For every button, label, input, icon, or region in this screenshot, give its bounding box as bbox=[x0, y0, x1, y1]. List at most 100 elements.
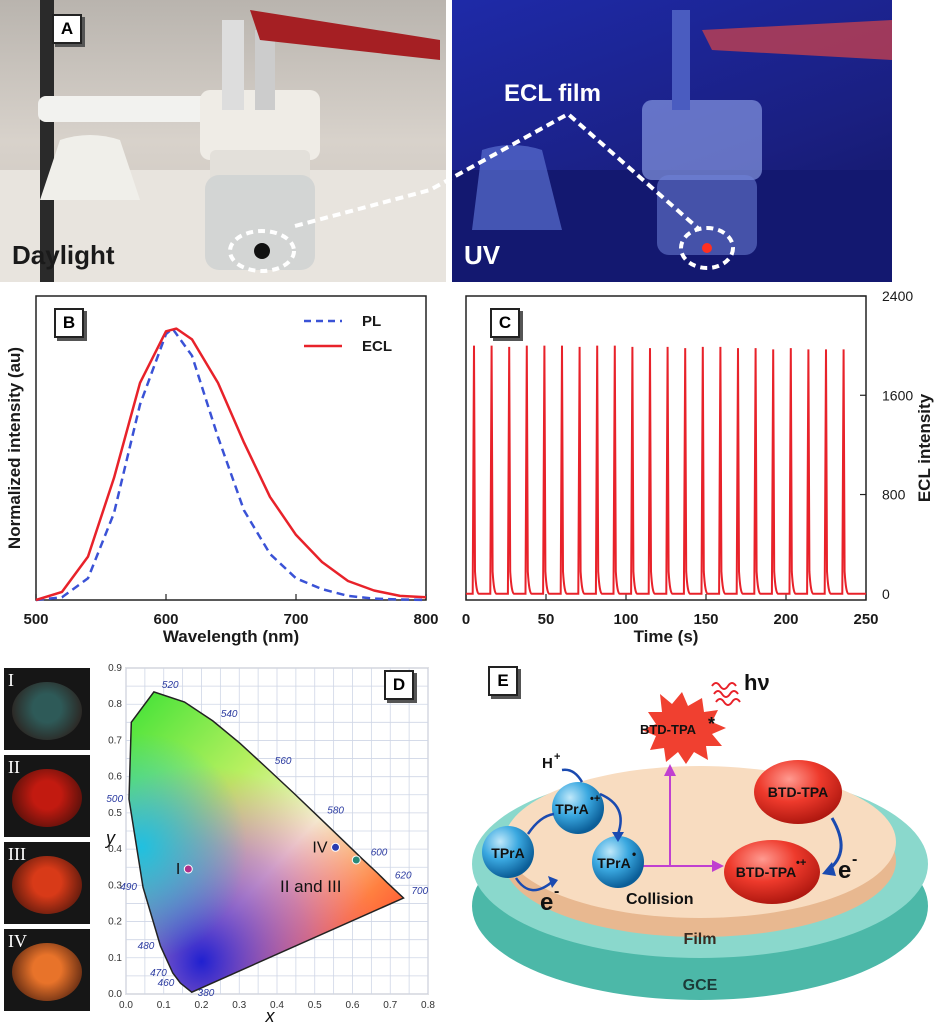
ecl-x-tick-label: 100 bbox=[613, 611, 638, 628]
cie-wavelength-label: 500 bbox=[106, 794, 123, 805]
tpra-arrowhead-1 bbox=[548, 876, 558, 888]
cie-group-label: II and III bbox=[280, 877, 341, 896]
sample-swatch: I bbox=[4, 668, 90, 750]
panel-letter-a: A bbox=[52, 14, 82, 44]
legend-pl-label: PL bbox=[362, 313, 381, 330]
panel-letter-b: B bbox=[54, 308, 84, 338]
cie-x-axis-label: x bbox=[265, 1006, 276, 1026]
collision-arrowhead-right bbox=[712, 860, 724, 872]
cie-point-label: IV bbox=[312, 839, 327, 856]
cie-wavelength-label: 620 bbox=[395, 870, 412, 881]
excited-state-label: BTD-TPA bbox=[640, 722, 697, 737]
cie-x-tick-label: 0.6 bbox=[346, 1000, 360, 1011]
ecl-x-tick-label: 200 bbox=[773, 611, 798, 628]
btd-tpa-ball bbox=[754, 760, 842, 824]
spectrum-series-ecl bbox=[35, 327, 427, 602]
cie-wavelength-label: 520 bbox=[162, 680, 179, 691]
collision-label: Collision bbox=[626, 891, 694, 908]
ecl-x-tick-label: 250 bbox=[853, 611, 878, 628]
electron-left-label: e bbox=[540, 889, 553, 916]
btd-tpa-label: BTD-TPA bbox=[768, 784, 828, 800]
tpra-label: TPrA bbox=[491, 845, 524, 861]
spectral-locus bbox=[128, 691, 405, 994]
daylight-apparatus bbox=[0, 0, 446, 282]
electron-right-label: e bbox=[838, 857, 851, 884]
ecl-plot-area bbox=[465, 295, 867, 601]
ecl-pulse-trace bbox=[466, 345, 866, 595]
tpra-radical-cation-sup: •+ bbox=[590, 793, 600, 805]
uv-apparatus bbox=[452, 10, 892, 282]
spectrum-chart: 500 600 700 800 Normalized intensity (au) W… bbox=[5, 295, 439, 646]
ecl-y-axis-label: ECL intensity bbox=[915, 393, 934, 502]
cie-y-tick-label: 0.7 bbox=[108, 735, 122, 746]
sample-swatch: III bbox=[4, 842, 90, 924]
btd-tpa-cation-ball bbox=[724, 840, 820, 904]
sample-swatch-label: IV bbox=[8, 931, 27, 951]
sample-swatch-glow bbox=[12, 769, 82, 827]
spectrum-x-tick-label: 500 bbox=[23, 611, 48, 628]
cie-y-tick-label: 0.4 bbox=[108, 844, 122, 855]
cie-wavelength-label: 700 bbox=[411, 886, 428, 897]
spectrum-x-tick-label: 700 bbox=[283, 611, 308, 628]
sample-swatch-label: II bbox=[8, 757, 20, 777]
tpra-radical-label: TPrA bbox=[597, 855, 630, 871]
cie-wavelength-label: 600 bbox=[371, 847, 388, 858]
excited-state-burst bbox=[642, 692, 726, 764]
panel-letter-e: E bbox=[488, 666, 518, 696]
electron-left-sup: - bbox=[554, 883, 559, 900]
emission-arrowhead bbox=[664, 764, 676, 776]
cie-y-tick-label: 0.8 bbox=[108, 699, 122, 710]
cie-wavelength-label: 470 bbox=[150, 968, 167, 979]
sample-swatch-glow bbox=[12, 856, 82, 914]
photon-label: hν bbox=[744, 670, 770, 695]
cie-point bbox=[351, 855, 361, 865]
cie-wavelength-label: 460 bbox=[158, 978, 175, 989]
ecl-film-pointer bbox=[294, 111, 702, 232]
tpra-radical-cation-label: TPrA bbox=[555, 801, 588, 817]
ecl-y-tick-label: 0 bbox=[882, 586, 890, 602]
photon-wave-icon bbox=[711, 682, 741, 706]
cie-x-tick-label: 0.2 bbox=[195, 1000, 209, 1011]
ecl-film-label: ECL film bbox=[504, 80, 601, 107]
cie-wavelength-label: 380 bbox=[198, 988, 215, 999]
cie-x-tick-label: 0.1 bbox=[157, 1000, 171, 1011]
cie-point bbox=[331, 842, 341, 852]
tpra-ball bbox=[482, 826, 534, 878]
spectrum-x-tick-label: 600 bbox=[153, 611, 178, 628]
ecl-x-axis-label: Time (s) bbox=[634, 627, 699, 646]
cie-wavelength-label: 560 bbox=[275, 756, 292, 767]
cie-y-tick-label: 0.1 bbox=[108, 953, 122, 964]
proton-label: H bbox=[542, 755, 553, 772]
cie-x-tick-label: 0.7 bbox=[383, 1000, 397, 1011]
legend-ecl-label: ECL bbox=[362, 338, 392, 355]
spectrum-x-axis-label: Wavelength (nm) bbox=[163, 627, 299, 646]
ecl-y-tick-label: 1600 bbox=[882, 387, 913, 403]
ecl-y-tick-label: 2400 bbox=[882, 288, 913, 304]
cie-x-tick-label: 0.4 bbox=[270, 1000, 284, 1011]
ecl-mechanism-scheme: Film GCE BTD-TPA * hν Collision TPrA TPr… bbox=[472, 670, 928, 1000]
btd-tpa-cation-label: BTD-TPA bbox=[736, 864, 796, 880]
sample-swatches: I II III IV bbox=[4, 668, 96, 1018]
sample-swatch-glow bbox=[12, 943, 82, 1001]
cie-wavelength-label: 580 bbox=[327, 806, 344, 817]
cie-y-tick-label: 0.9 bbox=[108, 663, 122, 674]
cie-x-tick-label: 0.0 bbox=[119, 1000, 133, 1011]
cie-y-tick-label: 0.3 bbox=[108, 880, 122, 891]
spectrum-y-axis-label: Normalized intensity (au) bbox=[5, 347, 24, 549]
sample-swatch-label: I bbox=[8, 670, 14, 690]
proton-sup: + bbox=[554, 751, 560, 763]
sample-swatch-glow bbox=[12, 682, 82, 740]
ecl-x-tick-label: 50 bbox=[538, 611, 555, 628]
tpra-radical-sup: • bbox=[632, 847, 636, 861]
cie-x-tick-label: 0.3 bbox=[232, 1000, 246, 1011]
tpra-reaction-arrows bbox=[514, 768, 622, 892]
spectrum-plot-area bbox=[35, 295, 427, 601]
spectrum-x-tick-label: 800 bbox=[413, 611, 438, 628]
btd-tpa-cation-sup: •+ bbox=[796, 857, 806, 869]
cie-chart: 0.0 0.1 0.2 0.3 0.4 0.5 0.6 0.7 0.8 0.0 0.1 0.2 0.3 0… bbox=[104, 663, 435, 1026]
excited-state-mark: * bbox=[708, 714, 715, 734]
photo-uv: UV ECL film bbox=[452, 0, 892, 282]
cie-y-axis-label: y bbox=[104, 828, 116, 848]
tpra-arrowhead-2 bbox=[612, 832, 624, 842]
